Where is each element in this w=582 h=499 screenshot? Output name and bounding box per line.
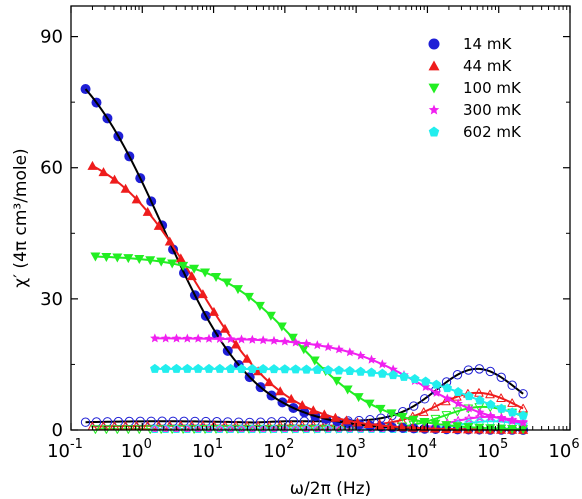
fit-curve-chi1-44-mk [91,165,524,431]
y-axis-title: χ′ (4π cm³/mole) [11,148,31,287]
point-chi2-300-mk [193,424,203,434]
point-chi2-602-mk [215,424,225,434]
fit-curve-chi1-602-mk [154,367,524,417]
legend-marker [428,126,440,137]
point-chi2-14-mk [496,372,506,383]
x-tick-label: 101 [192,437,223,462]
legend-marker [428,104,440,115]
point-chi2-602-mk [247,424,257,434]
point-chi2-100-mk [244,424,254,434]
point-chi2-14-mk [80,417,91,427]
point-chi2-300-mk [312,424,322,434]
point-chi2-602-mk [226,424,236,434]
point-chi2-14-mk [452,370,463,380]
point-chi2-602-mk [193,424,203,434]
x-tick-label: 104 [406,437,437,462]
point-chi2-602-mk [269,424,279,434]
point-chi2-602-mk [172,424,181,434]
legend-marker [428,60,440,71]
point-chi2-100-mk [255,424,265,434]
x-tick-label: 102 [263,437,294,462]
point-chi2-100-mk [277,424,287,434]
point-chi2-602-mk [301,424,311,434]
point-chi2-14-mk [409,401,419,411]
legend-label: 300 mK [463,101,522,119]
point-chi2-14-mk [518,389,528,399]
plot-frame [70,5,571,431]
x-tick-label: 10-1 [47,437,83,462]
point-chi2-300-mk [301,424,311,434]
point-chi2-14-mk [485,366,496,377]
point-chi2-300-mk [323,424,333,434]
point-chi2-602-mk [182,424,192,434]
point-chi2-14-mk [419,394,430,404]
legend: 14 mK 44 mK 100 mK 300 mK 602 mK [428,35,522,141]
point-chi2-300-mk [258,424,268,434]
point-chi2-300-mk [247,424,257,434]
point-chi2-100-mk [430,414,441,424]
point-chi2-44-mk [419,407,429,416]
legend-label: 44 mK [463,57,512,75]
y-tick-label: 60 [40,158,63,179]
fit-curve-chi1-300-mk [154,337,524,424]
point-chi2-14-mk [507,380,517,390]
point-chi2-100-mk [310,424,320,434]
x-tick-label: 103 [335,437,366,462]
point-chi2-300-mk [161,424,171,434]
point-chi2-14-mk [463,365,474,375]
point-chi2-100-mk [233,424,243,434]
fit-curve-chi1-100-mk [95,255,524,431]
point-chi2-602-mk [258,424,268,434]
data-points [80,84,529,435]
point-chi2-300-mk [215,424,225,434]
point-chi2-300-mk [226,424,236,434]
point-chi2-300-mk [269,424,279,434]
point-chi2-602-mk [334,424,344,434]
point-chi1-300-mk [150,333,160,343]
x-tick-label: 105 [477,437,508,462]
point-chi2-300-mk [204,424,214,434]
point-chi2-300-mk [237,424,246,434]
y-tick-label: 30 [40,289,63,310]
y-tick-label: 0 [52,420,63,441]
point-chi2-602-mk [291,424,301,434]
point-chi2-300-mk [475,412,485,422]
point-chi2-602-mk [204,424,214,434]
axes: 10-1 100 101 102 103 104 105 106 0 30 60 90 ω/2π (Hz… [11,5,580,499]
x-tick-label: 106 [548,437,579,462]
point-chi2-602-mk [237,424,246,434]
point-chi2-44-mk [452,392,462,401]
point-chi2-300-mk [150,424,160,434]
point-chi2-14-mk [474,364,485,374]
point-chi2-300-mk [464,413,474,423]
point-chi2-100-mk [288,424,298,434]
point-chi2-44-mk [507,398,517,407]
legend-label: 100 mK [463,79,522,97]
fit-curves [85,367,524,431]
legend-label: 602 mK [463,123,522,141]
point-chi1-602-mk [150,363,160,373]
legend-marker [428,38,440,50]
x-axis-title: ω/2π (Hz) [290,479,371,499]
point-chi2-100-mk [222,424,232,434]
point-chi2-100-mk [452,407,463,417]
point-chi2-602-mk [161,424,171,434]
point-chi2-44-mk [485,389,495,399]
point-chi2-100-mk [441,411,452,420]
point-chi2-44-mk [430,402,440,411]
point-chi2-602-mk [312,424,322,434]
point-chi2-602-mk [150,424,160,434]
point-chi2-602-mk [323,424,333,434]
point-chi2-300-mk [291,424,301,434]
x-tick-label: 100 [121,437,152,462]
point-chi2-300-mk [334,424,344,434]
point-chi2-300-mk [182,424,192,434]
legend-marker [428,83,440,94]
y-tick-label: 90 [40,27,63,48]
point-chi2-44-mk [496,393,506,402]
point-chi2-300-mk [172,424,181,434]
legend-label: 14 mK [463,35,512,53]
